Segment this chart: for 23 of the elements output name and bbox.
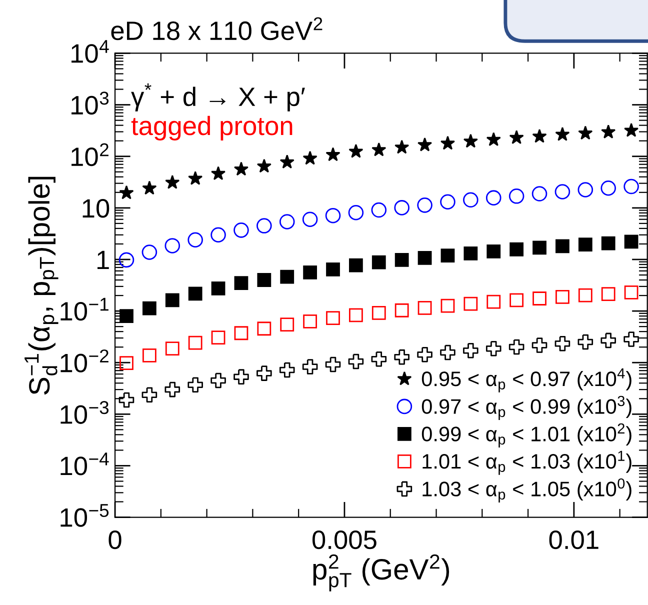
legend-label: 0.95 < α$_{p}$ < 0.97 (x10$^{4}$)	[422, 368, 632, 392]
legend-label: 0.97 < α$_{p}$ < 0.99 (x10$^{3}$)	[422, 396, 632, 420]
y-tick-label: 10$^{4}$	[72, 40, 109, 63]
y-tick-label: 10$^{3}$	[72, 92, 109, 115]
x-axis-title: p$^{2}$$_{pT}$ (GeV$^{2}$)	[313, 554, 450, 592]
y-tick-label: 10$^{−4}$	[60, 452, 109, 476]
y-tick-label: 10$^{−5}$	[60, 504, 109, 527]
x-tick-label: 0	[108, 530, 122, 550]
legend-label: 1.01 < α$_{p}$ < 1.03 (x10$^{1}$)	[422, 450, 632, 475]
y-axis-title: S$^{−1}$$_{d}$(α$_{p}$, p$_{pT}$)[pole]	[24, 176, 58, 395]
y-tick-label: 10	[82, 199, 110, 218]
chart-title: eD 18 x 110 GeV$^{2}$	[111, 17, 322, 40]
legend-label: 1.03 < α$_{p}$ < 1.05 (x10$^{0}$)	[422, 478, 632, 503]
x-tick-label: 0.01	[549, 530, 598, 550]
annotation: tagged proton	[131, 116, 292, 140]
y-tick-label: 10$^{−2}$	[60, 349, 108, 372]
y-tick-label: 10$^{−3}$	[60, 401, 109, 424]
y-tick-label: 10$^{−1}$	[60, 298, 108, 321]
legend-label: 0.99 < α$_{p}$ < 1.01 (x10$^{2}$)	[422, 423, 632, 448]
y-tick-label: 10$^{2}$	[72, 143, 108, 166]
y-tick-label: 1	[97, 250, 109, 270]
x-tick-label: 0.005	[312, 530, 376, 550]
annotation: γ$^{*}$ + d → X + p′	[131, 83, 305, 112]
